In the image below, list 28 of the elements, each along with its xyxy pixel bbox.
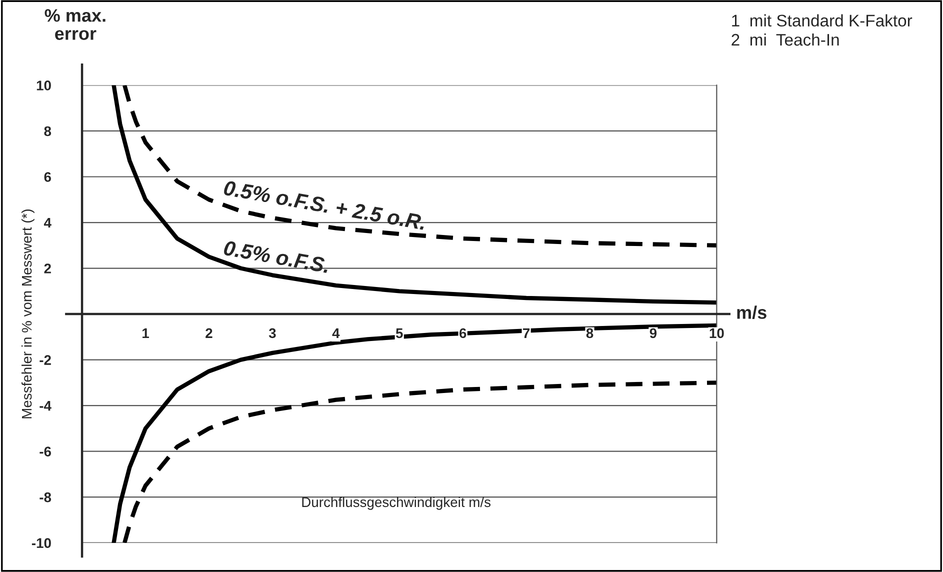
- y-tick-label: -8: [40, 492, 52, 502]
- y-tick-label: 10: [36, 80, 51, 90]
- y-tick-label: -10: [32, 538, 51, 548]
- y-tick-label: 8: [44, 126, 52, 136]
- annotation: 0.5% o.F.S.: [223, 240, 330, 274]
- line-series: [112, 85, 717, 305]
- line-series: [122, 380, 717, 543]
- x-axis-title: m/s: [737, 306, 766, 320]
- x-tick-label: 9: [650, 328, 657, 338]
- y-tick-label: -6: [40, 446, 51, 456]
- x-tick-label: 4: [332, 328, 340, 338]
- text: 1 mit Standard K-Faktor 2 mi Teach-In: [732, 14, 912, 46]
- y-tick-label: 2: [44, 264, 51, 274]
- x-tick-label: 7: [523, 328, 530, 338]
- annotation: Durchflussgeschwindigkeit m/s: [302, 496, 491, 510]
- x-tick-label: 8: [586, 328, 594, 338]
- y-tick-label: -2: [40, 355, 51, 365]
- x-tick-label: 1: [142, 328, 149, 338]
- x-tick-label: 10: [710, 328, 724, 338]
- y-tick-label: 6: [44, 172, 51, 182]
- x-tick-label: 5: [396, 328, 403, 338]
- y-tick-label: -4: [40, 401, 52, 411]
- x-tick-label: 2: [206, 328, 212, 338]
- y-tick-label: 4: [44, 218, 52, 228]
- text: % max. error: [44, 9, 106, 40]
- annotation: 0.5% o.F.S. + 2.5 o.R.: [223, 180, 426, 230]
- y-axis-title: Messfehler in % vom Messwert (*): [21, 210, 34, 418]
- x-tick-label: 3: [268, 328, 276, 338]
